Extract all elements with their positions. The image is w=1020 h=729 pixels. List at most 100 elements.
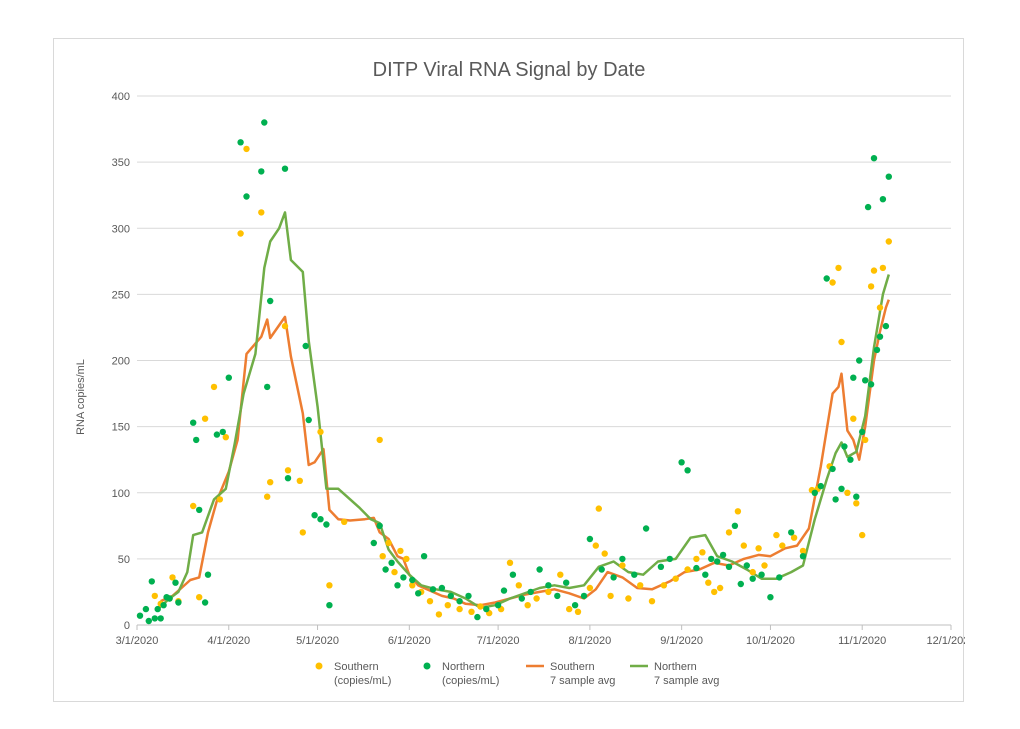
data-point [767,594,774,601]
data-point [817,482,824,490]
data-point [166,595,173,602]
data-point [281,322,289,330]
y-tick-label: 100 [112,488,130,500]
data-point [468,608,475,615]
data-point [196,506,203,514]
legend: Southern (copies/mL) Northern (copies/mL) So… [315,661,719,687]
data-point [190,419,197,426]
chart-svg: DITP Viral RNA Signal by Date 0 50 100 150 2… [75,59,965,687]
data-point [296,477,303,484]
y-tick-label: 150 [112,422,130,434]
x-tick-label: 4/1/2020 [207,635,250,647]
data-point [151,615,158,622]
data-point [601,550,608,557]
data-point [734,508,742,515]
data-point [637,582,644,589]
data-point [749,575,756,582]
y-tick-label: 200 [112,356,130,368]
data-point [193,436,200,444]
data-point [305,416,312,424]
data-point [799,547,807,555]
x-tick-label: 3/1/2020 [116,635,159,647]
data-point [213,431,221,438]
data-point [299,529,306,536]
data-point [847,456,854,463]
data-point [394,582,401,589]
data-point [237,230,244,237]
y-tick-label: 250 [112,289,130,301]
data-point [142,605,150,613]
data-point [391,568,398,576]
data-point [672,575,679,582]
data-point [557,571,564,578]
data-point [873,346,881,354]
data-point [409,576,416,584]
y-tick-label: 400 [112,91,130,103]
data-point [151,592,158,600]
data-point [648,598,656,605]
data-point [859,531,866,539]
data-point [403,555,410,563]
data-point [524,602,531,609]
data-point [397,547,404,555]
legend-label: 7 sample avg [550,675,615,687]
data-point [201,415,209,422]
data-point [261,119,268,126]
grid-lines [137,95,951,560]
data-point [157,615,164,622]
data-point [267,297,274,305]
data-point [749,568,756,576]
legend-label: Northern [442,661,485,673]
data-point [474,613,481,621]
x-tick-label: 9/1/2020 [660,635,703,647]
y-tick-label: 300 [112,223,130,235]
data-point [625,595,632,602]
data-point [216,496,224,503]
data-point [725,563,733,570]
data-point [136,612,144,619]
data-point [838,338,845,346]
data-point [566,605,573,613]
data-point [882,322,890,330]
data-point [702,571,709,578]
data-point [693,564,700,572]
data-point [196,594,203,601]
data-point [500,587,508,594]
data-point [444,602,451,609]
data-point [879,264,887,272]
data-point [586,584,594,592]
data-point [420,553,428,560]
y-tick-label: 50 [118,554,130,566]
data-point [870,155,878,162]
data-point [876,304,884,311]
data-point [284,475,292,482]
data-point [515,582,522,589]
data-point [258,209,265,216]
data-point [862,377,869,384]
data-point [867,381,875,388]
data-point [737,580,744,588]
data-point [607,592,614,600]
data-point [598,566,605,573]
data-point [811,489,818,496]
data-point [426,598,434,605]
trend-lines [156,211,890,611]
data-point [790,534,798,541]
data-point [838,485,845,492]
data-point [592,542,599,549]
data-point [172,579,179,586]
data-point [447,592,454,600]
data-point [456,605,463,613]
data-point [545,582,552,589]
legend-dot-swatch [315,662,323,670]
data-point [533,595,540,602]
data-point [731,522,739,529]
data-point [642,525,650,532]
data-point [867,283,875,290]
data-point [716,584,724,592]
legend-label: 7 sample avg [654,675,719,687]
data-point [429,586,437,593]
data-point [610,574,617,581]
data-point [714,558,721,565]
data-point [341,518,348,525]
